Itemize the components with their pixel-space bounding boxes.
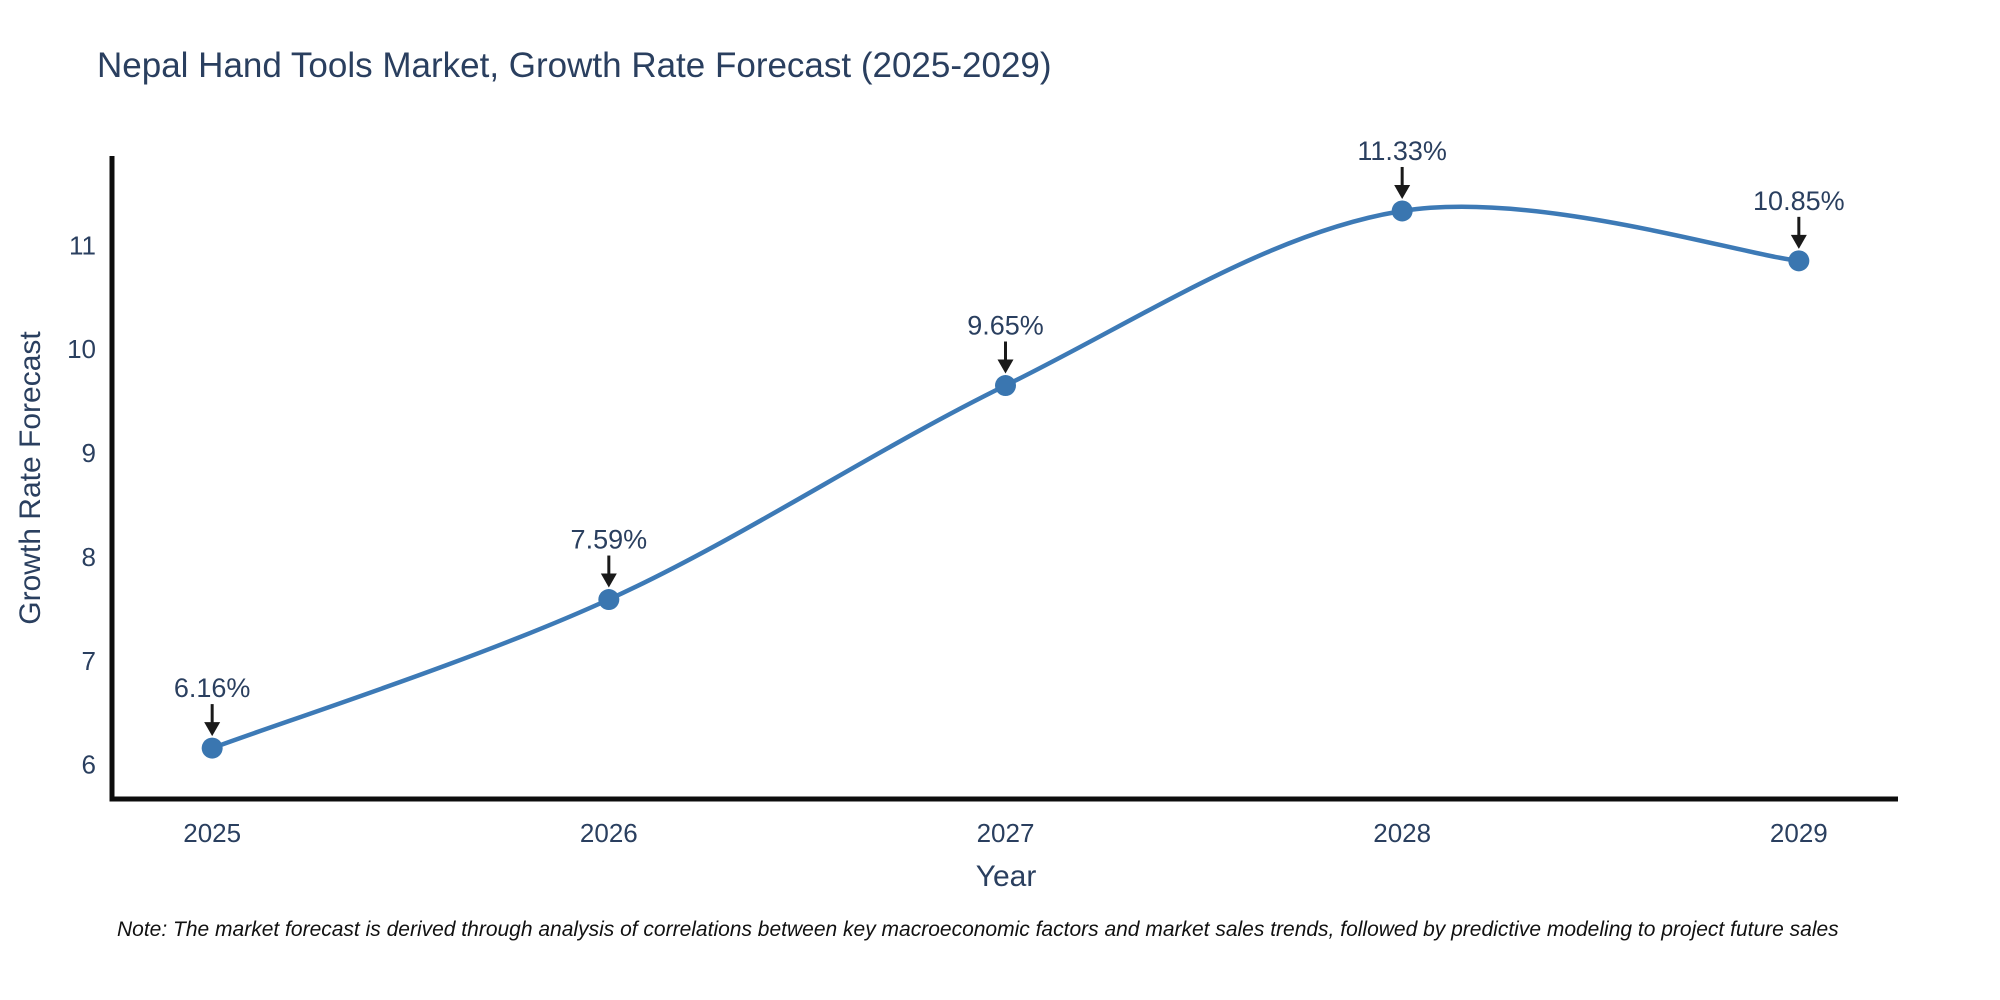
x-tick-label: 2029 bbox=[1770, 818, 1828, 848]
data-point-label: 11.33% bbox=[1357, 136, 1447, 166]
y-tick-label: 11 bbox=[69, 230, 96, 260]
data-point-label: 7.59% bbox=[571, 525, 648, 555]
annotation-arrow-head bbox=[204, 722, 221, 737]
data-point-marker bbox=[1391, 200, 1413, 222]
y-tick-label: 10 bbox=[67, 334, 96, 364]
annotation-arrow-head bbox=[1394, 184, 1411, 199]
chart-title: Nepal Hand Tools Market, Growth Rate For… bbox=[97, 46, 1052, 85]
data-point-marker bbox=[201, 737, 223, 759]
y-tick-label: 9 bbox=[82, 438, 96, 468]
y-tick-label: 6 bbox=[82, 750, 96, 780]
footnote: Note: The market forecast is derived thr… bbox=[117, 918, 1839, 941]
x-tick-label: 2025 bbox=[183, 818, 241, 848]
trend-line bbox=[209, 204, 1802, 751]
x-tick-label: 2028 bbox=[1373, 818, 1431, 848]
x-tick-label: 2027 bbox=[977, 818, 1035, 848]
annotation-arrow-head bbox=[600, 573, 617, 588]
data-point-label: 9.65% bbox=[967, 311, 1044, 341]
data-point-marker bbox=[598, 589, 620, 611]
y-tick-label: 7 bbox=[82, 646, 96, 676]
annotation-arrow-head bbox=[997, 359, 1014, 374]
annotation-arrow-head bbox=[1790, 234, 1807, 249]
x-axis-title: Year bbox=[975, 860, 1037, 893]
data-point-marker bbox=[995, 375, 1016, 397]
x-tick-label: 2026 bbox=[580, 818, 638, 848]
y-tick-label: 8 bbox=[82, 542, 96, 572]
data-point-label: 6.16% bbox=[174, 673, 251, 703]
data-point-marker bbox=[1788, 250, 1810, 272]
data-point-label: 10.85% bbox=[1753, 186, 1845, 216]
